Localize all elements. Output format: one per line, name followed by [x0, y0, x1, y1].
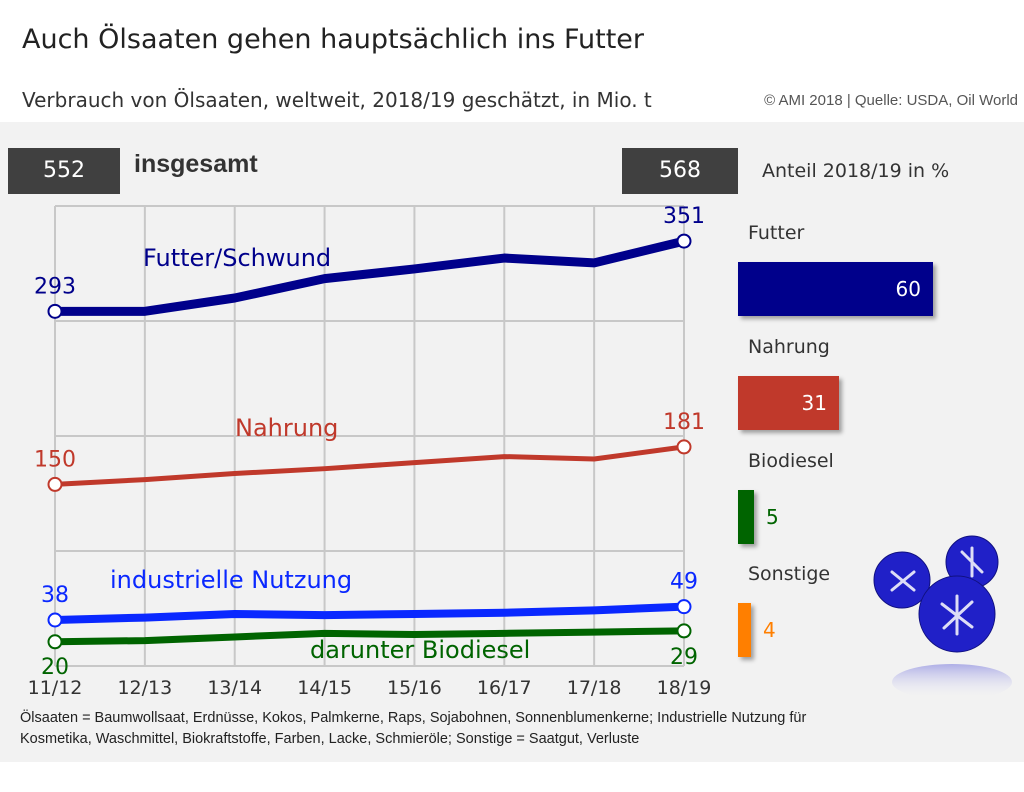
share-category-label: Sonstige — [748, 563, 831, 585]
share-value: 4 — [763, 618, 776, 642]
share-value: 5 — [766, 505, 779, 529]
total-start-box: 552 — [8, 148, 120, 194]
share-category-label: Nahrung — [748, 336, 830, 358]
series-endpoint-marker — [676, 233, 692, 249]
x-tick-label: 15/16 — [387, 677, 442, 699]
series-line — [52, 444, 687, 487]
x-tick-label: 17/18 — [567, 677, 622, 699]
chart-title: Auch Ölsaaten gehen hauptsächlich ins Fu… — [22, 24, 645, 55]
series-endpoint-marker — [47, 476, 63, 492]
series-lines — [47, 233, 692, 650]
series-endpoint-marker — [676, 439, 692, 455]
x-tick-label: 14/15 — [297, 677, 352, 699]
x-tick-label: 11/12 — [28, 677, 83, 699]
series-endpoint-marker — [47, 634, 63, 650]
series-start-value: 38 — [41, 583, 69, 608]
chart-panel — [0, 122, 1024, 762]
series-end-value: 181 — [663, 410, 705, 435]
series-endpoint-marker — [676, 623, 692, 639]
flower-logo-icon — [873, 535, 1012, 700]
series-name-label: Futter/Schwund — [143, 244, 331, 272]
share-bar — [738, 490, 754, 544]
series-line — [51, 627, 688, 646]
total-end-box: 568 — [622, 148, 738, 194]
x-tick-label: 13/14 — [207, 677, 262, 699]
share-bar — [738, 376, 839, 430]
series-endpoint-marker — [47, 303, 63, 319]
series-end-value: 49 — [670, 570, 698, 595]
series-endpoint-marker — [676, 599, 692, 615]
series-endpoint-marker — [47, 612, 63, 628]
footnote: Ölsaaten = Baumwollsaat, Erdnüsse, Kokos… — [20, 710, 807, 747]
series-name-label: Nahrung — [235, 414, 338, 442]
source-note: © AMI 2018 | Quelle: USDA, Oil World — [764, 92, 1018, 109]
series-line — [51, 602, 688, 624]
x-tick-label: 16/17 — [477, 677, 532, 699]
series-start-value: 293 — [34, 274, 76, 299]
chart-subtitle: Verbrauch von Ölsaaten, weltweit, 2018/1… — [22, 88, 652, 112]
share-bar — [738, 262, 933, 316]
share-category-label: Futter — [748, 222, 805, 244]
x-tick-label: 18/19 — [657, 677, 712, 699]
share-value: 60 — [895, 277, 921, 301]
series-name-label: darunter Biodiesel — [310, 636, 530, 664]
series-start-value: 150 — [34, 447, 76, 472]
share-value: 31 — [801, 391, 827, 415]
series-labels: 293 351 Futter/Schwund 150 181 Nahrung 38 49 ind… — [34, 204, 705, 680]
total-label: insgesamt — [134, 150, 258, 178]
share-bar — [738, 603, 751, 657]
series-end-value: 351 — [663, 204, 705, 229]
series-end-value: 29 — [670, 645, 698, 670]
share-heading: Anteil 2018/19 in % — [762, 160, 950, 182]
series-start-value: 20 — [41, 655, 69, 680]
share-category-label: Biodiesel — [748, 450, 834, 472]
series-name-label: industrielle Nutzung — [110, 566, 352, 594]
x-tick-label: 12/13 — [117, 677, 172, 699]
series-line — [50, 236, 689, 316]
x-axis-ticks: 11/12 12/13 13/14 14/15 15/16 16/17 17/18 18/19 — [28, 677, 712, 699]
